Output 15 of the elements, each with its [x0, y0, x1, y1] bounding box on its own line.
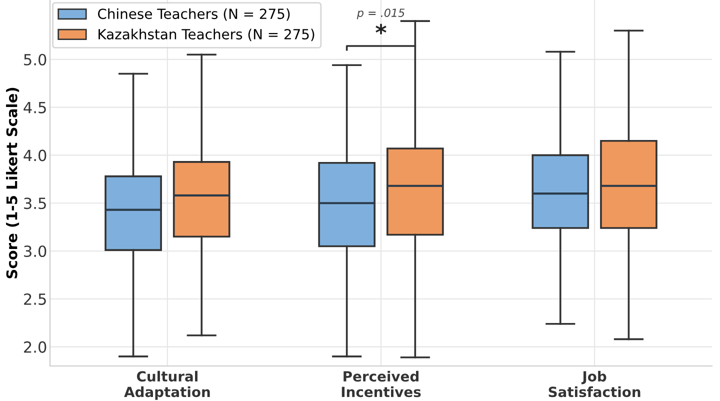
- y-tick-label: 4.0: [24, 150, 46, 162]
- y-tick-label: 3.5: [24, 198, 46, 210]
- y-tick-label: 4.5: [24, 102, 46, 114]
- y-tick-label: 2.5: [24, 293, 46, 305]
- x-tick-label: Cultural Adaptation: [124, 370, 210, 400]
- y-axis-title: Score (1-5 Likert Scale): [6, 88, 20, 278]
- y-tick-label: 2.0: [24, 341, 46, 353]
- x-tick-label: Perceived Incentives: [342, 370, 421, 398]
- y-tick-label: 3.0: [24, 245, 46, 258]
- annotation: p = .015: [356, 8, 404, 20]
- x-tick-label: Job Satisfaction: [548, 370, 640, 398]
- legend-label: Chinese Teachers (N = 275): [98, 8, 290, 21]
- y-tick-label: 5.0: [24, 54, 46, 66]
- legend-label: Kazakhstan Teachers (N = 275): [98, 28, 314, 42]
- annotation: *: [376, 24, 386, 34]
